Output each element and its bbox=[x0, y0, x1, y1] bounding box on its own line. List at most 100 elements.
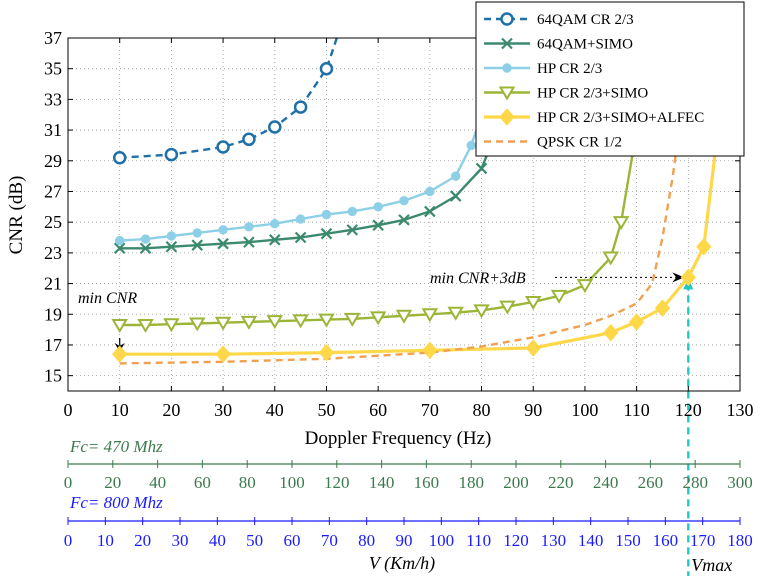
x-tick-label: 60 bbox=[369, 400, 387, 420]
series-marker bbox=[240, 315, 258, 330]
legend-entry-label: HP CR 2/3+SIMO+ALFEC bbox=[537, 110, 704, 126]
y-tick-label: 27 bbox=[44, 181, 62, 201]
series-marker bbox=[137, 319, 154, 333]
series-marker bbox=[499, 300, 516, 315]
secondary-axis-tick-label: 50 bbox=[246, 531, 263, 550]
series-line bbox=[119, 38, 727, 356]
secondary-axis-tick-label: 280 bbox=[682, 473, 708, 492]
secondary-axis-tick-label: 300 bbox=[727, 473, 753, 492]
series-marker bbox=[398, 214, 410, 226]
series-marker bbox=[321, 209, 332, 220]
secondary-axis-tick-label: 10 bbox=[97, 531, 114, 550]
x-tick-label: 30 bbox=[214, 400, 232, 420]
secondary-axis-tick-label: 240 bbox=[593, 473, 619, 492]
series-line bbox=[119, 38, 690, 365]
series-marker bbox=[612, 216, 630, 231]
series-marker bbox=[166, 231, 177, 241]
series-marker bbox=[164, 147, 179, 162]
series-marker bbox=[112, 150, 127, 165]
secondary-axis-tick-label: 220 bbox=[548, 473, 574, 492]
series-marker bbox=[449, 190, 462, 202]
series-marker bbox=[696, 237, 712, 256]
series-marker bbox=[500, 12, 514, 26]
secondary-axis-tick-label: 120 bbox=[503, 531, 529, 550]
series-marker bbox=[292, 314, 309, 329]
series-marker bbox=[654, 299, 671, 317]
series-marker bbox=[524, 295, 542, 310]
series-marker bbox=[525, 339, 541, 357]
series-marker bbox=[347, 206, 358, 217]
markers-group bbox=[111, 61, 712, 363]
series-marker bbox=[268, 234, 281, 246]
series-marker bbox=[447, 306, 464, 321]
series-marker bbox=[113, 242, 126, 255]
series-marker bbox=[422, 341, 438, 360]
annotation-arrow-head bbox=[672, 272, 685, 283]
series-marker bbox=[188, 317, 206, 332]
secondary-axis-tick-label: 180 bbox=[727, 531, 753, 550]
annotation-min-cnr: min CNR bbox=[78, 290, 137, 307]
series-marker bbox=[217, 237, 229, 250]
y-tick-label: 37 bbox=[44, 28, 62, 48]
series-marker bbox=[475, 162, 488, 175]
y-tick-label: 29 bbox=[44, 151, 62, 171]
series-marker bbox=[242, 132, 256, 147]
series-line bbox=[119, 38, 338, 159]
secondary-axis-tick-label: 80 bbox=[239, 473, 256, 492]
series-marker bbox=[318, 343, 335, 362]
x-axis-label: Doppler Frequency (Hz) bbox=[305, 428, 492, 449]
x-tick-label: 80 bbox=[473, 400, 491, 420]
series-marker bbox=[139, 242, 152, 255]
series-marker bbox=[111, 319, 128, 333]
annotation-min-cnr-3db: min CNR+3dB bbox=[430, 270, 526, 287]
x-tick-label: 120 bbox=[675, 400, 702, 420]
series-marker bbox=[244, 222, 254, 232]
secondary-axis-800mhz: Fc= 800 Mhz 0 10 20 30 40 50 60 70 80 90 100 110 120 1… bbox=[64, 493, 753, 574]
series-marker bbox=[425, 186, 435, 197]
series-marker bbox=[421, 308, 439, 323]
legend-entry-label: HP CR 2/3+SIMO bbox=[537, 86, 648, 102]
series-marker bbox=[499, 108, 515, 126]
secondary-axis-tick-label: 60 bbox=[284, 531, 301, 550]
series-marker bbox=[214, 316, 232, 331]
secondary-axis-tick-label: 40 bbox=[209, 531, 226, 550]
series-marker bbox=[114, 235, 125, 246]
y-tick-label: 31 bbox=[44, 120, 62, 140]
secondary-axis-tick-label: 0 bbox=[64, 473, 73, 492]
series-marker bbox=[319, 61, 334, 76]
series-marker bbox=[243, 236, 255, 248]
series-marker bbox=[165, 240, 178, 253]
secondary-axis-470mhz: Fc= 470 Mhz 0 20 40 60 80 100 120 140 160 180 200 22… bbox=[64, 437, 753, 492]
series-marker bbox=[268, 120, 282, 134]
secondary-axis-tick-label: 70 bbox=[321, 531, 338, 550]
series-marker bbox=[270, 219, 280, 229]
series-marker bbox=[294, 231, 307, 244]
series-marker bbox=[576, 279, 594, 294]
y-tick-label: 23 bbox=[44, 243, 62, 263]
series-marker bbox=[372, 219, 384, 232]
x-tick-label: 100 bbox=[571, 400, 598, 420]
series-marker bbox=[680, 268, 696, 287]
y-tick-label: 35 bbox=[44, 59, 62, 79]
series-marker bbox=[163, 318, 180, 333]
secondary-axis-tick-label: 200 bbox=[503, 473, 529, 492]
x-tick-label: 10 bbox=[111, 400, 129, 420]
x-tick-label: 40 bbox=[266, 400, 284, 420]
series-marker bbox=[192, 228, 202, 238]
y-tick-label: 19 bbox=[44, 304, 62, 324]
y-tick-label: 25 bbox=[44, 212, 62, 232]
x-tick-label: 110 bbox=[623, 400, 649, 420]
series-marker bbox=[346, 224, 359, 236]
secondary-axis-label: Fc= 470 Mhz bbox=[69, 437, 163, 456]
annotation-vmax: Vmax bbox=[691, 555, 732, 575]
legend-entry-label: HP CR 2/3 bbox=[537, 61, 602, 77]
y-axis-label: CNR (dB) bbox=[6, 176, 27, 255]
secondary-axis-tick-label: 0 bbox=[64, 531, 73, 550]
secondary-axis-tick-label: 160 bbox=[653, 531, 679, 550]
annotations: min CNR min CNR+3dB Vmax bbox=[78, 270, 732, 576]
legend-entry-label: QPSK CR 1/2 bbox=[537, 135, 622, 151]
series-marker bbox=[466, 140, 476, 151]
series-marker bbox=[293, 100, 308, 114]
secondary-axis-tick-label: 110 bbox=[466, 531, 491, 550]
